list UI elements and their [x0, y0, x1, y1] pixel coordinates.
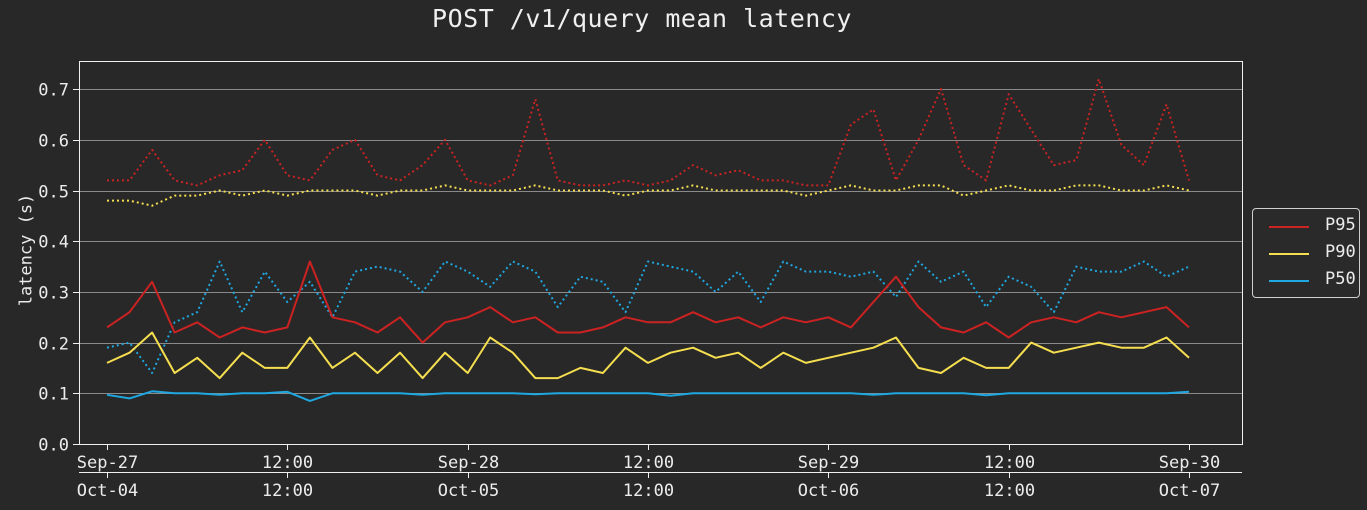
x-tick-label-secondary: Oct-06 [798, 481, 859, 501]
y-tick-label: 0.1 [38, 385, 69, 405]
x-tick-label-secondary: 12:00 [984, 481, 1035, 501]
y-tick-label: 0.7 [38, 81, 69, 101]
x-tick-label: Sep-30 [1159, 453, 1220, 473]
series-group [106, 78, 1190, 402]
series-line-p90 [106, 331, 1190, 380]
x-tick-label: Sep-29 [798, 453, 859, 473]
y-tick-label: 0.0 [38, 436, 69, 456]
y-tick-label: 0.2 [38, 335, 69, 355]
legend-item-p50: P50 [1263, 269, 1359, 291]
chart-title: POST /v1/query mean latency [432, 4, 852, 33]
x-tick-label: Sep-27 [77, 453, 138, 473]
x-tick-label-secondary: Oct-05 [438, 481, 499, 501]
x-tick-label: 12:00 [262, 453, 313, 473]
x-tick-label: Sep-28 [438, 453, 499, 473]
x-tick-label-secondary: 12:00 [262, 481, 313, 501]
x-axis: Sep-27 12:00 Sep-28 12:00 Sep-29 12:00 Sep-30 O… [77, 444, 1220, 501]
legend-item-p95: P95 [1263, 215, 1359, 237]
series-line-p50-previous-week [106, 260, 1190, 374]
legend-swatch-p90 [1269, 253, 1309, 255]
legend-swatch-p50 [1269, 280, 1309, 282]
series-line-p90-previous-week [107, 184, 1190, 207]
x-tick-label-secondary: 12:00 [623, 481, 674, 501]
x-tick-label-secondary: Oct-04 [77, 481, 138, 501]
legend-label-p50: P50 [1325, 269, 1356, 289]
x-tick-label: 12:00 [623, 453, 674, 473]
x-tick-label: 12:00 [984, 453, 1035, 473]
legend: P95 P90 P50 [1252, 208, 1360, 298]
x-tick-label-secondary: Oct-07 [1159, 481, 1220, 501]
legend-label-p95: P95 [1325, 215, 1356, 235]
y-tick-label: 0.3 [38, 284, 69, 304]
legend-label-p90: P90 [1325, 242, 1356, 262]
series-line-p95-previous-week [107, 78, 1190, 187]
y-tick-label: 0.6 [38, 132, 69, 152]
legend-item-p90: P90 [1263, 242, 1359, 264]
y-axis: 0.0 0.1 0.2 0.3 0.4 0.5 0.6 0.7 [38, 81, 79, 456]
grid-lines [79, 89, 1242, 394]
y-tick-label: 0.4 [38, 233, 69, 253]
legend-swatch-p95 [1269, 226, 1309, 228]
series-line-p50 [106, 390, 1190, 402]
series-line-p95 [106, 260, 1190, 344]
y-tick-label: 0.5 [38, 183, 69, 203]
plot-frame [79, 61, 1243, 445]
